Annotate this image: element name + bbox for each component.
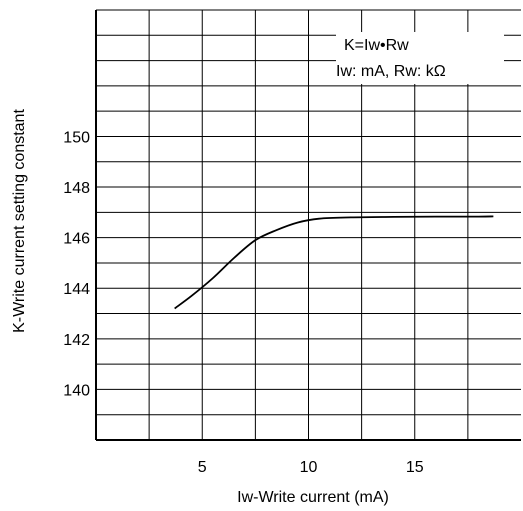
series-line	[174, 215, 494, 310]
annotation-background	[336, 32, 504, 84]
data-series	[174, 215, 494, 310]
y-tick-label: 146	[63, 231, 90, 248]
tick-labels: 140 142 144 146 148 150 5 10 15	[63, 129, 423, 476]
y-tick-label: 148	[63, 180, 90, 197]
annotation-units: Iw: mA, Rw: kΩ	[336, 63, 446, 80]
y-tick-label: 150	[63, 129, 90, 146]
axes	[95, 9, 521, 441]
x-tick-label: 10	[300, 459, 318, 476]
x-tick-label: 5	[198, 459, 207, 476]
x-axis-label: Iw-Write current (mA)	[237, 489, 389, 506]
y-tick-label: 142	[63, 332, 90, 349]
annotation-formula: K=Iw•Rw	[344, 37, 409, 54]
x-tick-label: 15	[406, 459, 424, 476]
y-axis-label: K-Write current setting constant	[11, 109, 28, 333]
y-tick-label: 144	[63, 281, 90, 298]
y-tick-label: 140	[63, 382, 90, 399]
